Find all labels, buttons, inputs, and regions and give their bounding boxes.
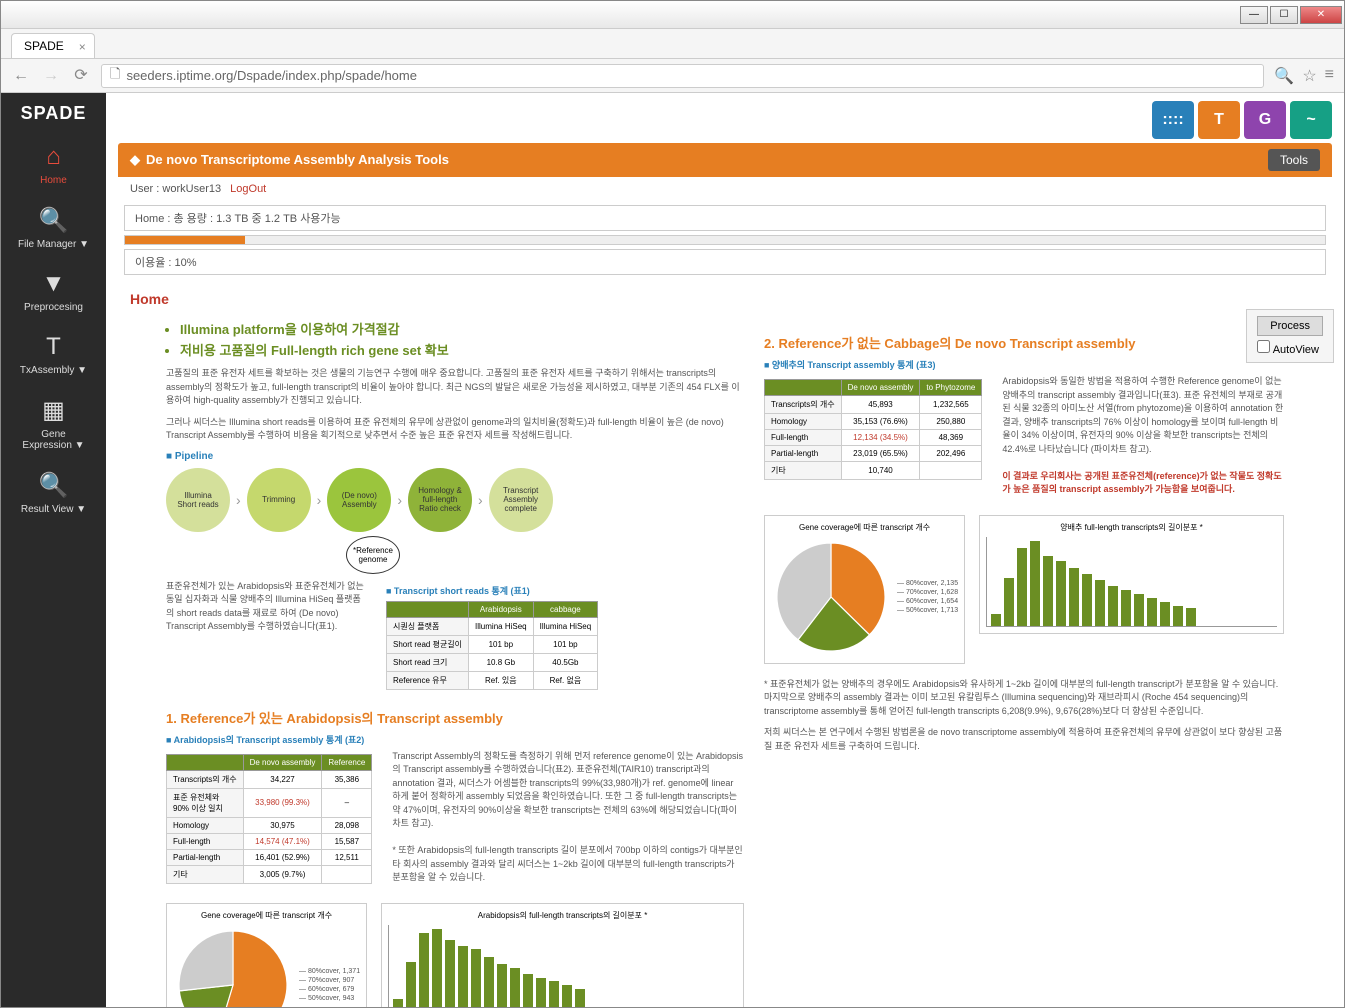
back-button[interactable]: ← bbox=[11, 66, 31, 86]
section2-desc: Arabidopsis와 동일한 방법을 적용하여 수행한 Reference … bbox=[1002, 375, 1284, 456]
section2-table: De novo assemblyto PhytozomeTranscripts의… bbox=[764, 379, 982, 480]
browser-tab[interactable]: SPADE × bbox=[11, 33, 95, 58]
user-row: User : workUser13 LogOut bbox=[106, 177, 1344, 201]
window-minimize[interactable]: — bbox=[1240, 6, 1268, 24]
intro-side-note: 표준유전체가 있는 Arabidopsis와 표준유전체가 없는 동일 십자화과… bbox=[166, 580, 366, 634]
header-title: ◆De novo Transcriptome Assembly Analysis… bbox=[130, 152, 449, 168]
intro-stats-table: Arabidopsiscabbage시퀀싱 플랫폼Illumina HiSeqI… bbox=[386, 601, 598, 690]
sidebar-icon: ▦ bbox=[18, 396, 89, 425]
sidebar-item-txassembly-[interactable]: TTxAssembly ▼ bbox=[14, 323, 93, 386]
browser-toolbar: ← → ⟳ 🗋 seeders.iptime.org/Dspade/index.… bbox=[1, 59, 1344, 93]
sidebar-icon: ⌂ bbox=[18, 143, 89, 171]
section2-title: 2. Reference가 없는 Cabbage의 De novo Transc… bbox=[764, 333, 1284, 352]
sidebar-item-file-manager-[interactable]: 🔍File Manager ▼ bbox=[14, 196, 93, 260]
sidebar-icon: 🔍 bbox=[18, 471, 89, 500]
section2-highlight: 이 결과로 우리회사는 공개된 표준유전체(reference)가 없는 작물도… bbox=[1002, 471, 1281, 495]
status-box: Home : 총 용량 : 1.3 TB 중 1.2 TB 사용가능 bbox=[124, 205, 1326, 231]
section1-bar-chart: Arabidopsis의 full-length transcripts의 길이… bbox=[381, 903, 744, 1008]
usage-label: 이용율 : 10% bbox=[125, 250, 1325, 274]
section1-title: 1. Reference가 있는 Arabidopsis의 Transcript… bbox=[166, 708, 744, 727]
tab-label: SPADE bbox=[24, 39, 64, 53]
top-icon[interactable]: T bbox=[1198, 101, 1240, 139]
stats-link: ■ Transcript short reads 통계 (표1) bbox=[386, 584, 598, 597]
top-icon[interactable]: :::: bbox=[1152, 101, 1194, 139]
logo: SPADE bbox=[1, 93, 106, 133]
pipeline-diagram: IlluminaShort reads›Trimming›(De novo)As… bbox=[166, 468, 744, 532]
app-window: — ☐ ✕ SPADE × ← → ⟳ 🗋 seeders.iptime.org… bbox=[0, 0, 1345, 1008]
sidebar-item-result-view-[interactable]: 🔍Result View ▼ bbox=[14, 461, 93, 525]
section1-desc2: * 또한 Arabidopsis의 full-length transcript… bbox=[392, 844, 744, 885]
reload-button[interactable]: ⟳ bbox=[71, 66, 91, 86]
tools-button[interactable]: Tools bbox=[1268, 149, 1320, 171]
sidebar-icon: ▼ bbox=[18, 270, 89, 298]
search-icon[interactable]: 🔍 bbox=[1274, 66, 1294, 86]
section2-bar-chart: 양배추 full-length transcripts의 길이분포 * bbox=[979, 515, 1284, 634]
usage-bar bbox=[124, 235, 1326, 245]
tab-close-icon[interactable]: × bbox=[79, 40, 86, 54]
window-close[interactable]: ✕ bbox=[1300, 6, 1342, 24]
window-titlebar: — ☐ ✕ bbox=[1, 1, 1344, 29]
section1-sub: ■ Arabidopsis의 Transcript assembly 통계 (표… bbox=[166, 733, 744, 746]
section1-pie-chart: Gene coverage에 따른 transcript 개수 — 80%cov… bbox=[166, 903, 367, 1008]
top-icon[interactable]: G bbox=[1244, 101, 1286, 139]
browser-tabbar: SPADE × bbox=[1, 29, 1344, 59]
window-maximize[interactable]: ☐ bbox=[1270, 6, 1298, 24]
top-icon-row: ::::TG~ bbox=[1152, 101, 1332, 139]
top-icon[interactable]: ~ bbox=[1290, 101, 1332, 139]
bookmark-icon[interactable]: ☆ bbox=[1302, 66, 1316, 86]
sidebar-item-gene-expression-[interactable]: ▦GeneExpression ▼ bbox=[14, 386, 93, 461]
intro-desc2: 그러나 씨더스는 Illumina short reads를 이용하여 표준 유… bbox=[166, 416, 744, 443]
pipeline-step: IlluminaShort reads bbox=[166, 468, 230, 532]
menu-icon[interactable]: ≡ bbox=[1325, 66, 1334, 86]
logout-link[interactable]: LogOut bbox=[230, 183, 266, 195]
section1-table: De novo assemblyReferenceTranscripts의 개수… bbox=[166, 754, 372, 884]
status-capacity: Home : 총 용량 : 1.3 TB 중 1.2 TB 사용가능 bbox=[125, 206, 1325, 230]
sidebar-icon: 🔍 bbox=[18, 206, 89, 235]
section2-pie-chart: Gene coverage에 따른 transcript 개수 — 80%cov… bbox=[764, 515, 965, 664]
ref-genome-bubble: *Reference genome bbox=[346, 536, 400, 574]
forward-button[interactable]: → bbox=[41, 66, 61, 86]
intro-desc1: 고품질의 표준 유전자 세트를 확보하는 것은 생물의 기능연구 수행에 매우 … bbox=[166, 367, 744, 408]
process-button[interactable]: Process bbox=[1257, 316, 1323, 336]
intro-bullets: Illumina platform을 이용하여 가격절감저비용 고품질의 Ful… bbox=[166, 319, 744, 359]
url-text: seeders.iptime.org/Dspade/index.php/spad… bbox=[126, 68, 417, 83]
page-title: Home bbox=[106, 279, 1344, 319]
section2-foot1: * 표준유전체가 없는 양배추의 경우에도 Arabidopsis와 유사하게 … bbox=[764, 678, 1284, 719]
section1-desc: Transcript Assembly의 정확도를 측정하기 위해 먼저 ref… bbox=[392, 750, 744, 831]
sidebar-item-home[interactable]: ⌂Home bbox=[14, 133, 93, 196]
header-bar: ◆De novo Transcriptome Assembly Analysis… bbox=[118, 143, 1332, 177]
pipeline-label: ■ Pipeline bbox=[166, 451, 744, 462]
right-column: 2. Reference가 없는 Cabbage의 De novo Transc… bbox=[764, 319, 1284, 761]
sidebar-icon: T bbox=[18, 333, 89, 361]
autoview-checkbox[interactable]: AutoView bbox=[1257, 344, 1319, 356]
section2-foot2: 저희 씨더스는 본 연구에서 수행된 방법론을 de novo transcri… bbox=[764, 726, 1284, 753]
left-column: Illumina platform을 이용하여 가격절감저비용 고품질의 Ful… bbox=[166, 319, 744, 1007]
section2-sub: ■ 양배추의 Transcript assembly 통계 (표3) bbox=[764, 358, 1284, 371]
app-body: SPADE ⌂Home🔍File Manager ▼▼PreprocesingT… bbox=[1, 93, 1344, 1007]
pipeline-step: Homology &full-lengthRatio check bbox=[408, 468, 472, 532]
usage-box: 이용율 : 10% bbox=[124, 249, 1326, 275]
content-area: Process AutoView Illumina platform을 이용하여… bbox=[106, 319, 1344, 1007]
pipeline-step: TranscriptAssemblycomplete bbox=[489, 468, 553, 532]
pipeline-step: (De novo)Assembly bbox=[327, 468, 391, 532]
process-panel: Process AutoView bbox=[1246, 309, 1334, 363]
main-content: ::::TG~ ◆De novo Transcriptome Assembly … bbox=[106, 93, 1344, 1007]
url-bar[interactable]: 🗋 seeders.iptime.org/Dspade/index.php/sp… bbox=[101, 64, 1264, 88]
pipeline-step: Trimming bbox=[247, 468, 311, 532]
sidebar: SPADE ⌂Home🔍File Manager ▼▼PreprocesingT… bbox=[1, 93, 106, 1007]
sidebar-item-preprocesing[interactable]: ▼Preprocesing bbox=[14, 260, 93, 323]
